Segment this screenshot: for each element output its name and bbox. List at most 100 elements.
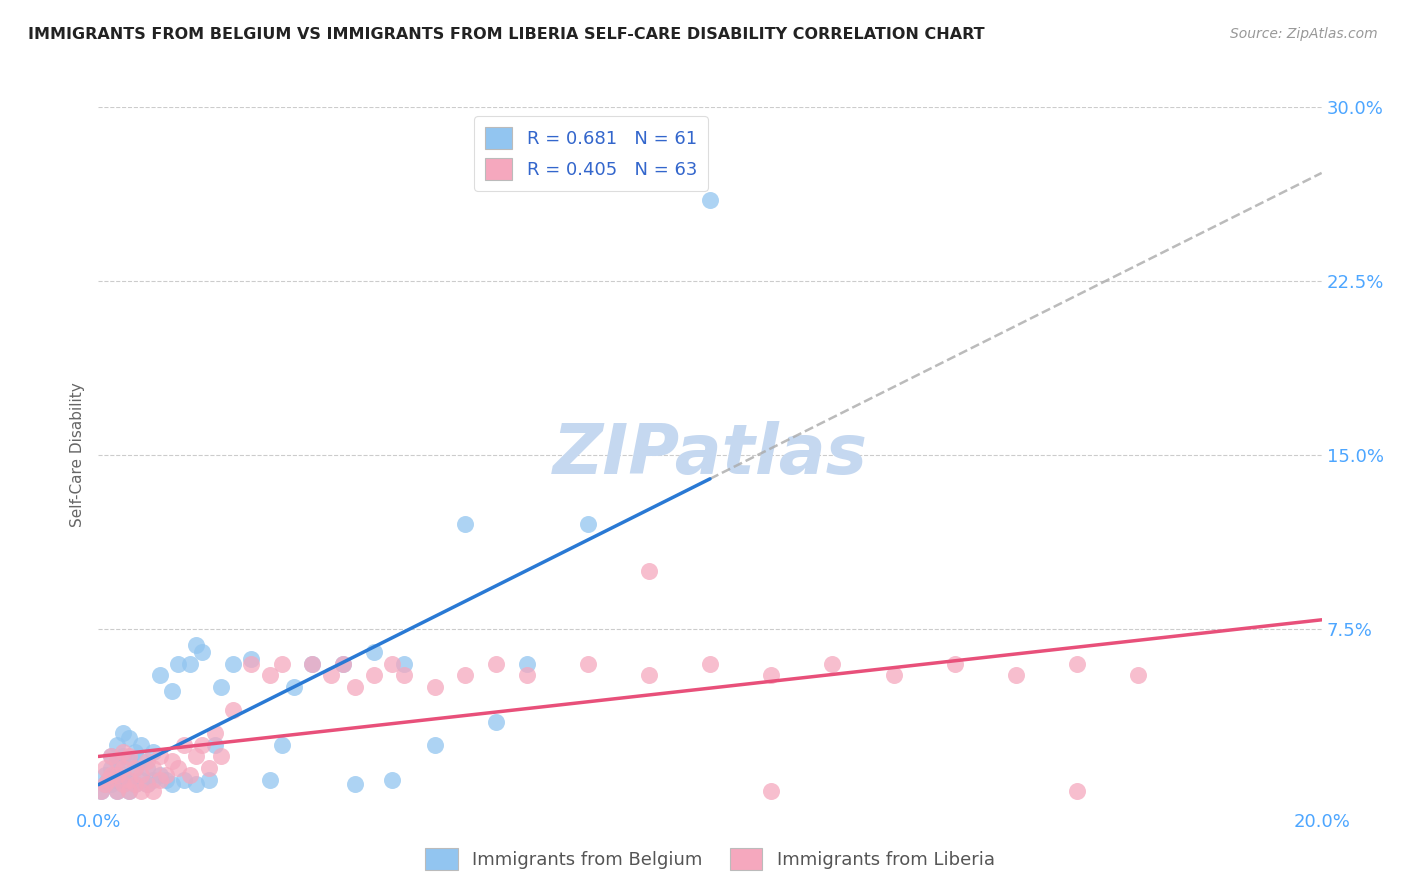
Point: [332, 657, 354, 671]
Point: [179, 657, 201, 671]
Point: [90, 784, 112, 798]
Point: [344, 680, 367, 694]
Point: [100, 749, 122, 764]
Point: [167, 761, 190, 775]
Point: [97, 772, 120, 787]
Point: [136, 761, 159, 775]
Point: [332, 657, 354, 671]
Point: [93, 768, 115, 782]
Point: [191, 738, 214, 752]
Point: [821, 657, 844, 671]
Point: [516, 657, 538, 671]
Point: [1128, 668, 1150, 682]
Point: [637, 564, 661, 578]
Point: [124, 777, 146, 791]
Point: [105, 768, 128, 782]
Point: [100, 749, 122, 764]
Point: [111, 761, 134, 775]
Point: [423, 738, 446, 752]
Point: [90, 784, 112, 798]
Point: [111, 768, 134, 782]
Point: [759, 784, 782, 798]
Point: [100, 768, 122, 782]
Point: [381, 657, 404, 671]
Point: [93, 777, 115, 791]
Point: [883, 668, 905, 682]
Point: [118, 772, 141, 787]
Point: [270, 738, 292, 752]
Point: [301, 657, 323, 671]
Point: [118, 784, 141, 798]
Point: [259, 772, 281, 787]
Point: [454, 517, 477, 532]
Point: [129, 754, 152, 768]
Point: [699, 193, 721, 207]
Point: [167, 657, 190, 671]
Point: [142, 784, 165, 798]
Point: [485, 657, 508, 671]
Point: [136, 777, 159, 791]
Point: [124, 777, 146, 791]
Point: [105, 772, 128, 787]
Point: [93, 777, 115, 791]
Point: [118, 731, 141, 745]
Point: [105, 754, 128, 768]
Point: [363, 645, 385, 659]
Point: [155, 768, 177, 782]
Point: [136, 777, 159, 791]
Point: [283, 680, 305, 694]
Point: [105, 784, 128, 798]
Point: [111, 745, 134, 759]
Point: [142, 745, 165, 759]
Point: [136, 754, 159, 768]
Point: [129, 738, 152, 752]
Point: [155, 772, 177, 787]
Point: [699, 657, 721, 671]
Point: [222, 657, 245, 671]
Point: [118, 784, 141, 798]
Point: [381, 772, 404, 787]
Point: [943, 657, 966, 671]
Point: [240, 657, 263, 671]
Point: [105, 784, 128, 798]
Point: [124, 761, 146, 775]
Point: [118, 749, 141, 764]
Point: [759, 668, 782, 682]
Point: [160, 754, 183, 768]
Point: [204, 738, 226, 752]
Point: [191, 645, 214, 659]
Point: [319, 668, 342, 682]
Point: [222, 703, 245, 717]
Point: [93, 761, 115, 775]
Point: [100, 761, 122, 775]
Point: [209, 749, 232, 764]
Point: [363, 668, 385, 682]
Point: [142, 761, 165, 775]
Point: [1004, 668, 1026, 682]
Point: [129, 772, 152, 787]
Point: [270, 657, 292, 671]
Point: [179, 768, 201, 782]
Point: [149, 772, 172, 787]
Point: [204, 726, 226, 740]
Point: [173, 772, 195, 787]
Point: [197, 761, 219, 775]
Point: [111, 777, 134, 791]
Point: [576, 657, 599, 671]
Point: [160, 684, 183, 698]
Y-axis label: Self-Care Disability: Self-Care Disability: [69, 383, 84, 527]
Point: [149, 749, 172, 764]
Point: [1066, 657, 1088, 671]
Point: [160, 777, 183, 791]
Point: [392, 657, 416, 671]
Point: [124, 745, 146, 759]
Point: [209, 680, 232, 694]
Point: [186, 777, 208, 791]
Point: [118, 772, 141, 787]
Text: ZIPatlas: ZIPatlas: [553, 421, 868, 489]
Point: [186, 749, 208, 764]
Point: [105, 754, 128, 768]
Point: [186, 638, 208, 652]
Text: Source: ZipAtlas.com: Source: ZipAtlas.com: [1230, 27, 1378, 41]
Point: [149, 768, 172, 782]
